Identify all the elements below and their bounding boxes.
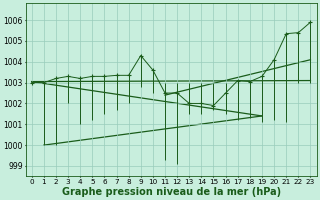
X-axis label: Graphe pression niveau de la mer (hPa): Graphe pression niveau de la mer (hPa) xyxy=(61,187,281,197)
